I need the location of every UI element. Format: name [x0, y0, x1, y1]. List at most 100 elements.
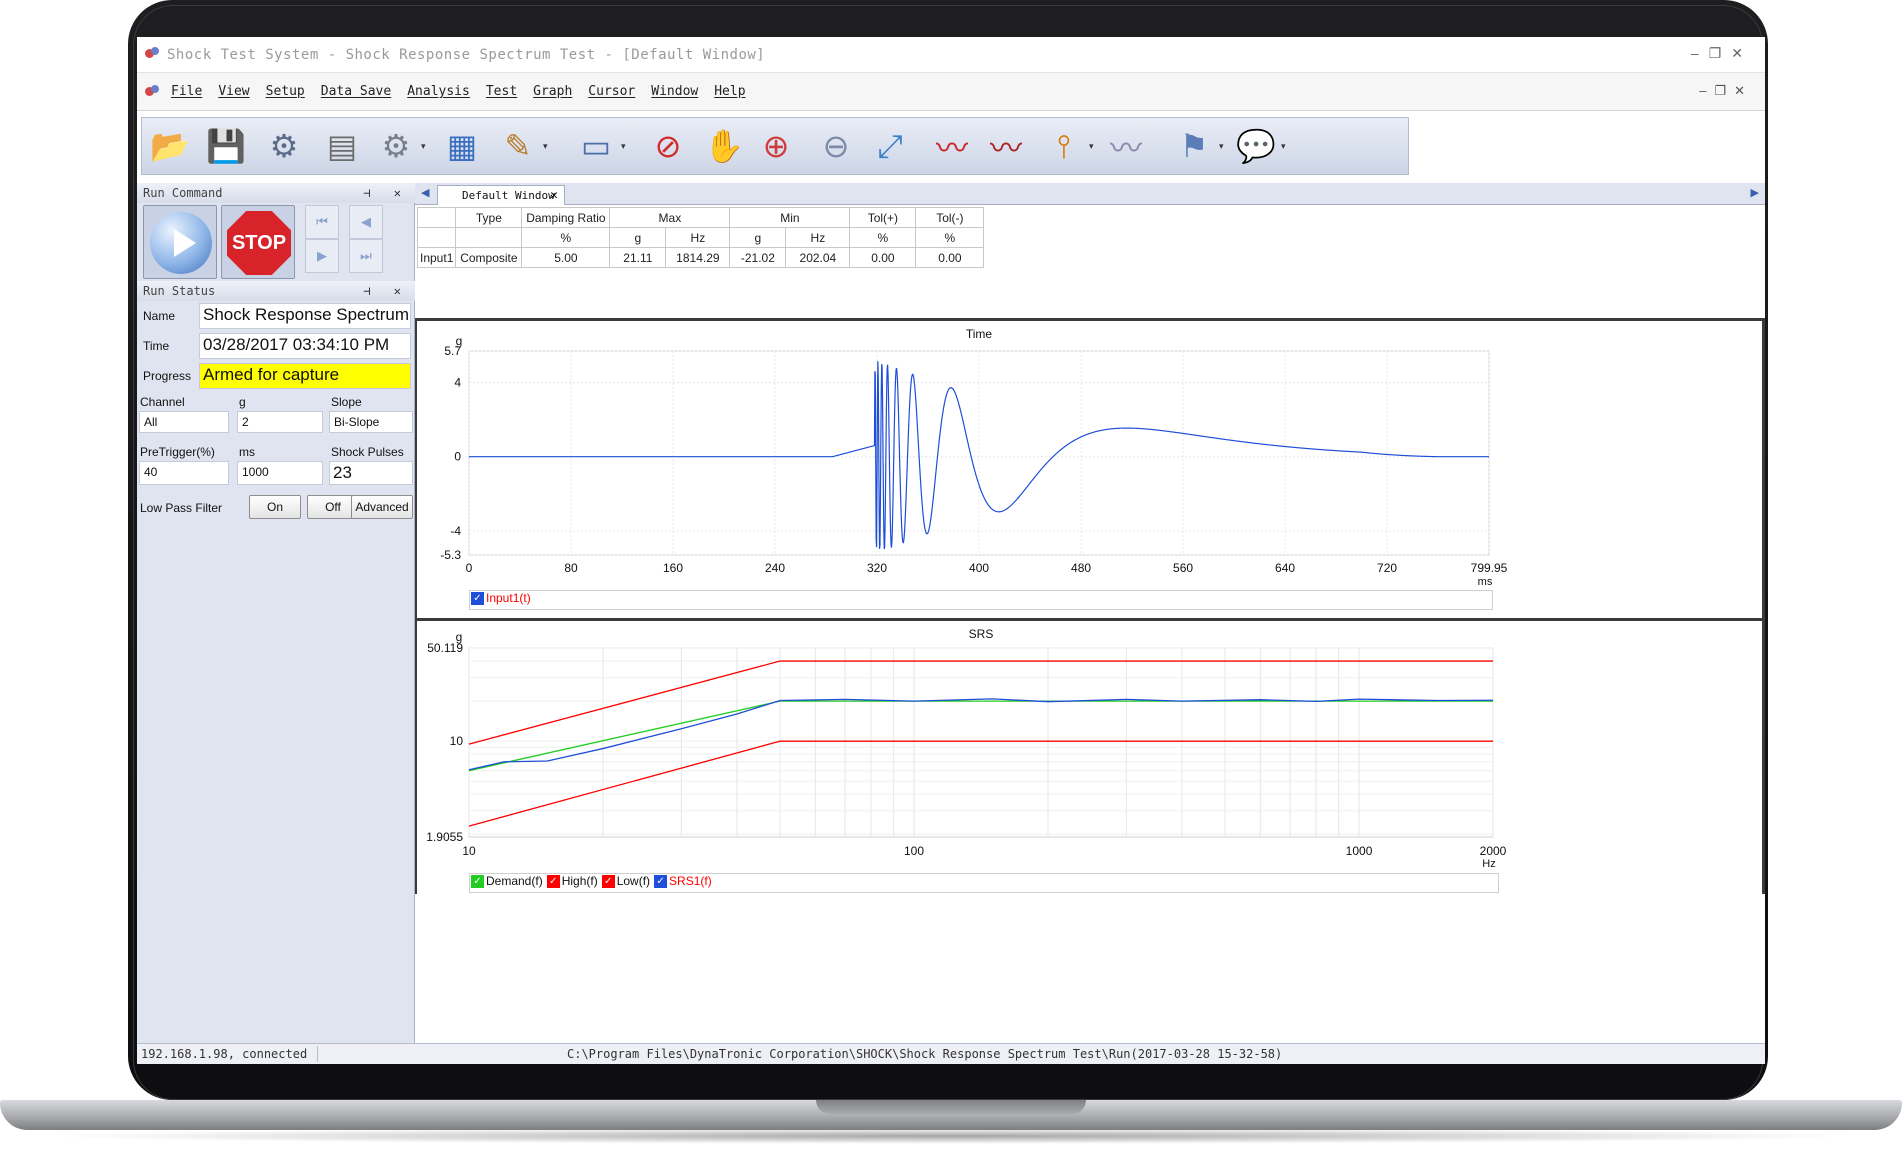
flag-icon[interactable]: ⚑: [1179, 127, 1209, 165]
stop-button[interactable]: STOP: [221, 205, 295, 279]
menu-view[interactable]: View: [218, 84, 250, 99]
pan-hand-icon[interactable]: ✋: [704, 127, 744, 165]
time-legend-label: Input1(t): [486, 591, 531, 605]
output-gears-dropdown-icon[interactable]: ▾: [421, 141, 426, 151]
run-path: C:\Program Files\DynaTronic Corporation\…: [567, 1047, 1283, 1061]
run-status-header: Run Status ⊣ ✕: [137, 281, 415, 301]
table-cell: [455, 227, 523, 248]
mdi-minimize-icon[interactable]: –: [1699, 83, 1715, 98]
shock-pulses-label: Shock Pulses: [331, 445, 404, 459]
run-command-title: Run Command: [143, 186, 223, 200]
chat-bubble-dropdown-icon[interactable]: ▾: [1281, 141, 1286, 151]
x-tick-label: 320: [867, 561, 887, 575]
close-icon[interactable]: ✕: [1731, 45, 1753, 61]
y-tick-label: 50.119: [427, 641, 463, 655]
toolbar-strip: [141, 117, 1409, 175]
signal-view-dropdown-icon[interactable]: ▾: [621, 141, 626, 151]
previous-button[interactable]: ◀: [349, 205, 383, 239]
menu-window[interactable]: Window: [651, 84, 699, 99]
legend-label: SRS1(f): [669, 874, 712, 888]
legend-checkbox[interactable]: ✓: [471, 592, 484, 606]
input1-series-line: [469, 361, 1489, 550]
legend-checkbox[interactable]: ✓: [654, 875, 668, 889]
mdi-close-icon[interactable]: ✕: [1734, 83, 1753, 98]
y-tick-label: 5.7: [444, 344, 461, 358]
toolbar: 📂 💾 ⚙ ▤ ⚙ ▾ ▦ ✎ ▾ ▭ ▾ ⊘ ✋ ⊕ ⊖ ⤢ 〰〰 ⫯ ▾ 〰 ⚑ ▾ 💬 ▾: [137, 111, 1765, 183]
time-field[interactable]: 03/28/2017 03:34:10 PM: [199, 333, 411, 359]
first-button[interactable]: ⏮: [305, 205, 339, 239]
menu-analysis[interactable]: Analysis: [407, 84, 470, 99]
tab-scroll-left-icon[interactable]: ◀: [421, 187, 430, 199]
slope-field[interactable]: Bi-Slope: [329, 411, 413, 433]
left-panel: Run Command ⊣ ✕ STOP ⏮ ◀ ▶ ⏭ Run Status …: [137, 183, 415, 1043]
chat-bubble-icon[interactable]: 💬: [1236, 127, 1276, 165]
cursor-peak-dropdown-icon[interactable]: ▾: [1089, 141, 1094, 151]
table-cell: Min: [729, 207, 851, 228]
schedule-icon[interactable]: ▦: [446, 127, 478, 165]
x-tick-label: 400: [969, 561, 989, 575]
restore-icon[interactable]: ❐: [1708, 45, 1732, 61]
y-tick-label: 0: [454, 450, 461, 464]
advanced-button[interactable]: Advanced: [351, 495, 413, 519]
abort-icon[interactable]: ⊘: [654, 127, 682, 165]
output-gears-icon[interactable]: ⚙: [381, 127, 411, 165]
menu-file[interactable]: File: [171, 84, 203, 99]
window-controls: –❐✕: [1691, 45, 1753, 62]
table-cell: Input1: [416, 247, 457, 268]
edit-dropdown-icon[interactable]: ▾: [543, 141, 548, 151]
legend-checkbox[interactable]: ✓: [601, 875, 615, 889]
open-folder-icon[interactable]: 📂: [150, 127, 190, 165]
status-divider: [317, 1046, 318, 1062]
legend-checkbox[interactable]: ✓: [471, 875, 484, 889]
lpf-off-button[interactable]: Off: [307, 495, 359, 519]
name-field[interactable]: Shock Response Spectrum Test: [199, 303, 411, 329]
table-row: Input1 Composite 5.00 21.11 1814.29 -21.02 202…: [416, 247, 985, 268]
table-header-row: Type Damping Ratio Max Min Tol(+) Tol(-): [416, 207, 985, 228]
x-tick-label: 560: [1173, 561, 1193, 575]
pretrigger-field[interactable]: 40: [139, 461, 229, 485]
panel-pin-close[interactable]: ⊣ ✕: [363, 284, 409, 298]
start-button[interactable]: [143, 205, 217, 279]
menu-data-save[interactable]: Data Save: [320, 84, 392, 99]
menu-help[interactable]: Help: [714, 84, 746, 99]
menu-setup[interactable]: Setup: [265, 84, 305, 99]
spectrum-multi-icon[interactable]: 〰: [989, 129, 1022, 167]
fit-view-icon[interactable]: ⤢: [877, 126, 903, 165]
table-header-row: % g Hz g Hz%%: [416, 227, 985, 248]
save-icon[interactable]: 💾: [206, 127, 246, 165]
document-tab-bar: ◀ Default Window ✕ ▶: [415, 183, 1765, 205]
tab-scroll-right-icon[interactable]: ▶: [1750, 187, 1759, 199]
menu-test[interactable]: Test: [485, 84, 518, 99]
zoom-out-icon[interactable]: ⊖: [822, 127, 850, 165]
table-cell: Tol(+): [849, 207, 917, 228]
tab-close-icon[interactable]: ✕: [550, 188, 558, 203]
menu-graph[interactable]: Graph: [533, 84, 573, 99]
settings-gears-icon[interactable]: ⚙: [269, 127, 299, 165]
edit-icon[interactable]: ✎: [504, 127, 532, 165]
lpf-on-button[interactable]: On: [249, 495, 301, 519]
x-tick-label: 2000: [1480, 844, 1507, 858]
spectrum-gray-icon[interactable]: 〰: [1109, 129, 1142, 167]
zoom-in-icon[interactable]: ⊕: [762, 127, 790, 165]
time-chart[interactable]: Time g 0 80 160 240 320 400 480 560 640 720 799.95ms…: [417, 321, 1762, 617]
legend-checkbox[interactable]: ✓: [546, 875, 560, 889]
signal-view-icon[interactable]: ▭: [580, 127, 612, 165]
ms-field[interactable]: 1000: [237, 461, 323, 485]
last-button[interactable]: ⏭: [349, 239, 383, 273]
g-field[interactable]: 2: [237, 411, 323, 433]
minimize-icon[interactable]: –: [1690, 45, 1709, 61]
cursor-peak-icon[interactable]: ⫯: [1057, 126, 1071, 165]
mdi-restore-icon[interactable]: ❐: [1714, 83, 1735, 98]
shock-pulses-field[interactable]: 23: [329, 461, 413, 485]
next-button[interactable]: ▶: [305, 239, 339, 273]
channel-field[interactable]: All: [139, 411, 229, 433]
tab-default-window[interactable]: Default Window ✕: [437, 185, 565, 205]
panel-pin-close[interactable]: ⊣ ✕: [363, 186, 409, 200]
flag-dropdown-icon[interactable]: ▾: [1219, 141, 1224, 151]
menu-cursor[interactable]: Cursor: [588, 84, 636, 99]
spectrum-red-icon[interactable]: 〰: [935, 129, 968, 167]
y-tick-label: 1.9055: [426, 830, 463, 844]
input-channel-icon[interactable]: ▤: [326, 127, 358, 165]
x-tick-label: 640: [1275, 561, 1295, 575]
